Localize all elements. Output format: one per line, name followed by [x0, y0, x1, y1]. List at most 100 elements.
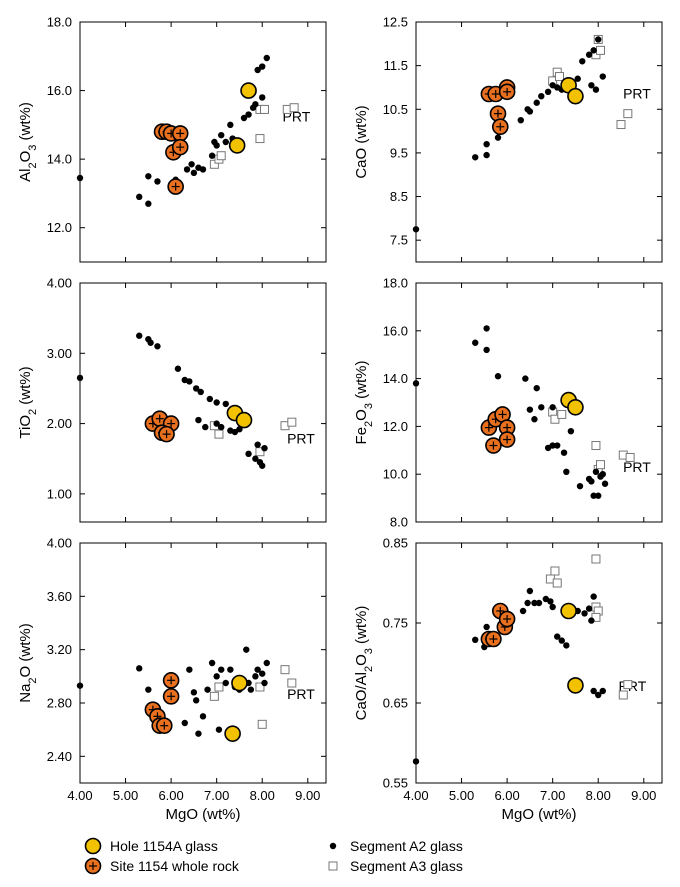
- whole-rock-point: [489, 105, 507, 122]
- x-tick-label: 9.00: [631, 788, 656, 803]
- a3-glass-point: [591, 554, 601, 564]
- y-tick-label: 0.85: [383, 536, 408, 551]
- panel-3: 1.00 2.00 3.00 4.00 TiO2 (wt%) PRT: [17, 276, 327, 523]
- a3-glass-point: [555, 72, 564, 82]
- hole-glass-point: [231, 674, 248, 692]
- data-points: [76, 332, 297, 469]
- a2-glass-point: [213, 673, 220, 680]
- hole-glass-point: [228, 137, 246, 154]
- x-tick-label: 4.00: [67, 788, 92, 803]
- a2-glass-point: [567, 427, 575, 435]
- data-points: [412, 34, 633, 233]
- y-axis-label: CaO/Al2O3 (wt%): [353, 606, 375, 721]
- a2-glass-point: [483, 623, 490, 631]
- hole-glass-point: [84, 837, 102, 855]
- a2-glass-point: [531, 416, 538, 423]
- x-tick-label: 8.00: [586, 788, 611, 803]
- a2-glass-point: [581, 610, 588, 617]
- a2-glass-point: [412, 380, 420, 387]
- a3-glass-point: [209, 159, 219, 169]
- a2-glass-point: [538, 404, 545, 411]
- y-tick-label: 3.60: [47, 589, 72, 604]
- a3-glass-point: [255, 447, 265, 457]
- a2-glass-point: [526, 587, 534, 595]
- plot-frame: [415, 542, 663, 784]
- a2-glass-point: [76, 374, 84, 382]
- a2-glass-point: [147, 339, 154, 346]
- a2-glass-point: [533, 384, 540, 392]
- whole-rock-point: [155, 717, 173, 734]
- whole-rock-point: [84, 857, 102, 875]
- a2-glass-point: [535, 599, 543, 607]
- a2-glass-point: [192, 697, 200, 704]
- a3-glass-point: [255, 134, 265, 144]
- a2-glass-point: [549, 442, 556, 449]
- a2-glass-point: [538, 92, 545, 100]
- x-tick-label: 7.00: [540, 788, 565, 803]
- a3-glass-point: [289, 103, 299, 113]
- a2-glass-point: [195, 730, 202, 737]
- y-axis-label: Fe2O3 (wt%): [353, 361, 375, 445]
- a2-glass-point: [136, 665, 143, 672]
- y-tick-label: 12.0: [383, 419, 408, 434]
- a2-glass-point: [483, 325, 490, 332]
- y-tick-label: 4.00: [47, 276, 72, 291]
- whole-rock-point: [491, 118, 509, 136]
- a2-glass-point: [533, 99, 540, 106]
- data-points: [76, 54, 299, 207]
- y-tick-label: 14.0: [383, 371, 408, 386]
- a2-glass-point: [483, 151, 490, 159]
- a2-glass-point: [190, 169, 198, 177]
- data-points: [412, 554, 633, 765]
- y-tick-label: 18.0: [383, 276, 408, 291]
- a2-glass-point: [483, 346, 490, 354]
- y-tick-label: 12.5: [383, 15, 408, 30]
- a2-glass-point: [599, 471, 606, 478]
- a2-glass-point: [145, 686, 152, 693]
- plot-frame: [415, 282, 663, 523]
- a2-glass-point: [472, 339, 479, 346]
- x-tick-label: 6.00: [494, 788, 519, 803]
- hole-glass-point: [560, 602, 577, 620]
- a3-glass-point: [255, 682, 265, 692]
- whole-rock-point: [494, 406, 511, 423]
- a2-glass-point: [261, 444, 268, 452]
- a2-glass-point: [186, 378, 193, 385]
- a2-glass-point: [599, 687, 606, 695]
- a2-glass-point: [222, 679, 229, 687]
- x-tick-label: 6.00: [158, 788, 183, 803]
- a2-glass-point: [188, 161, 195, 168]
- a2-glass-point: [252, 455, 259, 462]
- y-tick-label: 2.00: [47, 416, 72, 431]
- legend-item-a2: Segment A2 glass: [329, 838, 463, 854]
- y-tick-label: 9.5: [390, 145, 408, 160]
- a2-glass-point: [549, 603, 556, 611]
- scatter-panels: 12.0 14.0 16.0 18.0 Al2O3 (wt%) PRT 7.5 8.5 9.5 1…: [17, 15, 663, 823]
- a2-glass-point: [76, 682, 84, 689]
- a3-glass-point: [550, 414, 560, 424]
- a2-glass-point: [243, 646, 250, 653]
- a3-glass-point: [618, 690, 628, 700]
- whole-rock-point: [485, 437, 502, 454]
- legend-label: Hole 1154A glass: [110, 838, 218, 854]
- a2-glass-point: [218, 423, 225, 431]
- whole-rock-point: [158, 425, 175, 443]
- a2-glass-point: [519, 607, 527, 615]
- hole-glass-point: [567, 677, 584, 694]
- a2-glass-point: [588, 478, 595, 485]
- y-tick-label: 8.5: [390, 189, 408, 204]
- hole-glass-point: [224, 725, 241, 742]
- a2-glass-point: [517, 116, 524, 124]
- a3-glass-point: [216, 151, 226, 161]
- a2-glass-point: [522, 375, 529, 382]
- whole-rock-point: [167, 178, 184, 195]
- a2-glass-point: [547, 598, 554, 605]
- y-tick-label: 16.0: [383, 323, 408, 338]
- plot-frame: [79, 282, 327, 523]
- a2-glass-point: [145, 173, 152, 180]
- a2-glass-point: [186, 666, 193, 673]
- a3-glass-point: [260, 104, 269, 114]
- a2-glass-point: [549, 404, 556, 411]
